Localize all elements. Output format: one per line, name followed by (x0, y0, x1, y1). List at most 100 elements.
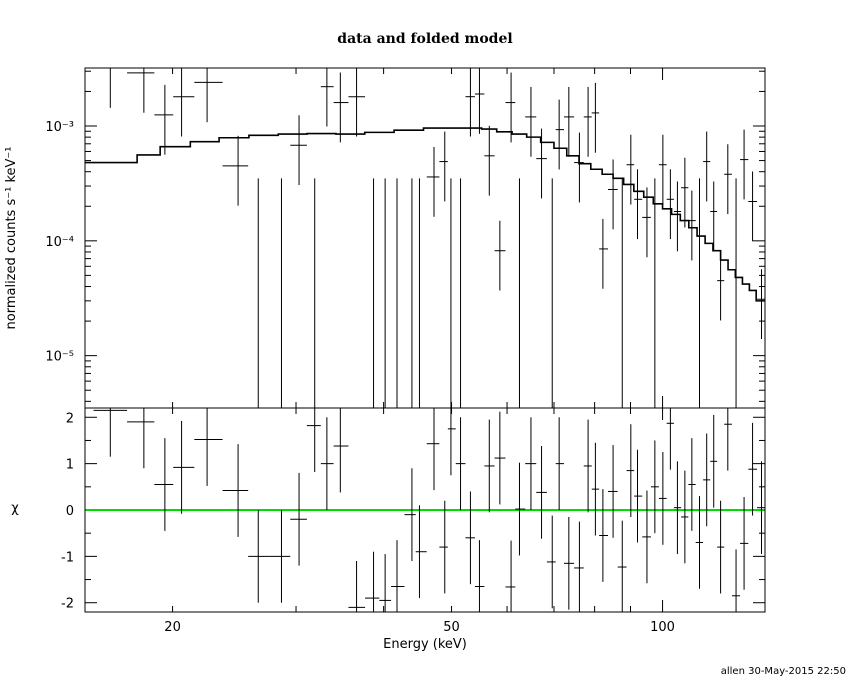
residual-point (248, 510, 270, 603)
data-point (642, 187, 651, 258)
residual-point (546, 515, 556, 609)
data-point (731, 178, 741, 409)
residual-point (465, 491, 475, 585)
data-point (348, 68, 366, 137)
data-point (494, 220, 506, 291)
y-tick-label: 10⁻³ (45, 120, 74, 135)
data-point (634, 169, 643, 240)
residual-point (563, 516, 575, 610)
residual-point (757, 461, 765, 555)
data-point (379, 178, 392, 409)
data-point (306, 178, 321, 409)
residual-point (650, 440, 659, 534)
y-tick-label: 10⁻⁵ (45, 350, 74, 365)
model-step-line (85, 127, 765, 302)
data-point (93, 67, 128, 108)
residual-point (740, 497, 749, 590)
data-point (505, 72, 516, 143)
data-point (555, 99, 564, 170)
model-series (85, 127, 765, 302)
residual-point (724, 408, 732, 471)
data-point (650, 178, 659, 409)
data-point (626, 134, 635, 205)
residual-point (617, 520, 627, 612)
residual-point (447, 408, 456, 476)
data-point (757, 269, 765, 340)
top-axis-ticks: 10⁻⁵ 10⁻⁴ 10⁻³ (45, 68, 765, 408)
data-point (269, 178, 291, 409)
residual-point (642, 490, 651, 584)
residual-point (525, 417, 537, 510)
residual-point (173, 420, 195, 514)
residual-series (93, 408, 765, 612)
residual-point (536, 446, 547, 539)
data-point (484, 125, 495, 196)
data-point (617, 178, 627, 409)
residual-point (607, 445, 618, 538)
y-tick-label: 2 (66, 411, 74, 426)
residual-point (484, 419, 495, 513)
data-point (681, 157, 689, 228)
residual-point (154, 438, 174, 531)
y-tick-label: -1 (61, 550, 74, 565)
residual-point (365, 551, 380, 612)
data-point (536, 128, 547, 199)
data-point (194, 68, 223, 123)
data-point (546, 178, 556, 409)
data-point (404, 178, 416, 409)
data-point (591, 82, 600, 153)
data-point (666, 169, 674, 240)
data-point (748, 171, 758, 242)
y-tick-label: -2 (61, 597, 74, 612)
data-point (695, 178, 704, 409)
residual-point (555, 417, 564, 510)
data-point (455, 178, 466, 409)
data-point (717, 250, 725, 321)
residual-point (194, 408, 223, 486)
residual-point (494, 411, 506, 505)
residual-point (748, 422, 758, 516)
footer-stamp: allen 30-May-2015 22:50 (720, 666, 846, 677)
residual-point (515, 462, 526, 556)
bottom-plot-frame (84, 407, 766, 613)
residual-point (634, 449, 643, 543)
data-point (439, 131, 448, 202)
x-tick-label: 20 (164, 620, 181, 635)
residual-point (591, 442, 600, 536)
residual-point (474, 540, 485, 612)
top-panel: 10⁻⁵ 10⁻⁴ 10⁻³ (45, 67, 766, 409)
chart-title: data and folded model (337, 31, 512, 47)
data-point (599, 218, 608, 289)
data-point (415, 178, 427, 409)
data-point (574, 132, 584, 203)
data-point (688, 190, 696, 261)
x-tick-label: 50 (443, 620, 460, 635)
data-point (447, 178, 456, 409)
residual-point (599, 489, 608, 582)
data-point (515, 178, 526, 409)
bottom-panel: 20 50 100 -2 -1 0 1 2 (61, 407, 766, 635)
y-tick-label: 10⁻⁴ (45, 235, 74, 250)
data-point (391, 178, 405, 409)
residual-point (93, 408, 128, 457)
data-point (173, 68, 195, 137)
residual-point (320, 417, 334, 510)
data-point (465, 68, 475, 137)
top-y-axis-label: normalized counts s⁻¹ keV⁻¹ (4, 147, 19, 330)
data-point (127, 68, 155, 113)
data-point (563, 86, 575, 157)
residual-point (426, 408, 440, 491)
residual-point (306, 408, 321, 472)
residual-point (583, 419, 592, 513)
top-plot-frame (84, 67, 766, 409)
residual-point (415, 505, 427, 599)
residual-point (391, 540, 405, 612)
data-point (703, 131, 711, 202)
residual-point (731, 549, 741, 612)
residual-point (379, 554, 392, 612)
residual-point (717, 500, 725, 594)
residual-point (688, 438, 696, 531)
data-point (724, 144, 732, 215)
residual-point (455, 417, 466, 510)
